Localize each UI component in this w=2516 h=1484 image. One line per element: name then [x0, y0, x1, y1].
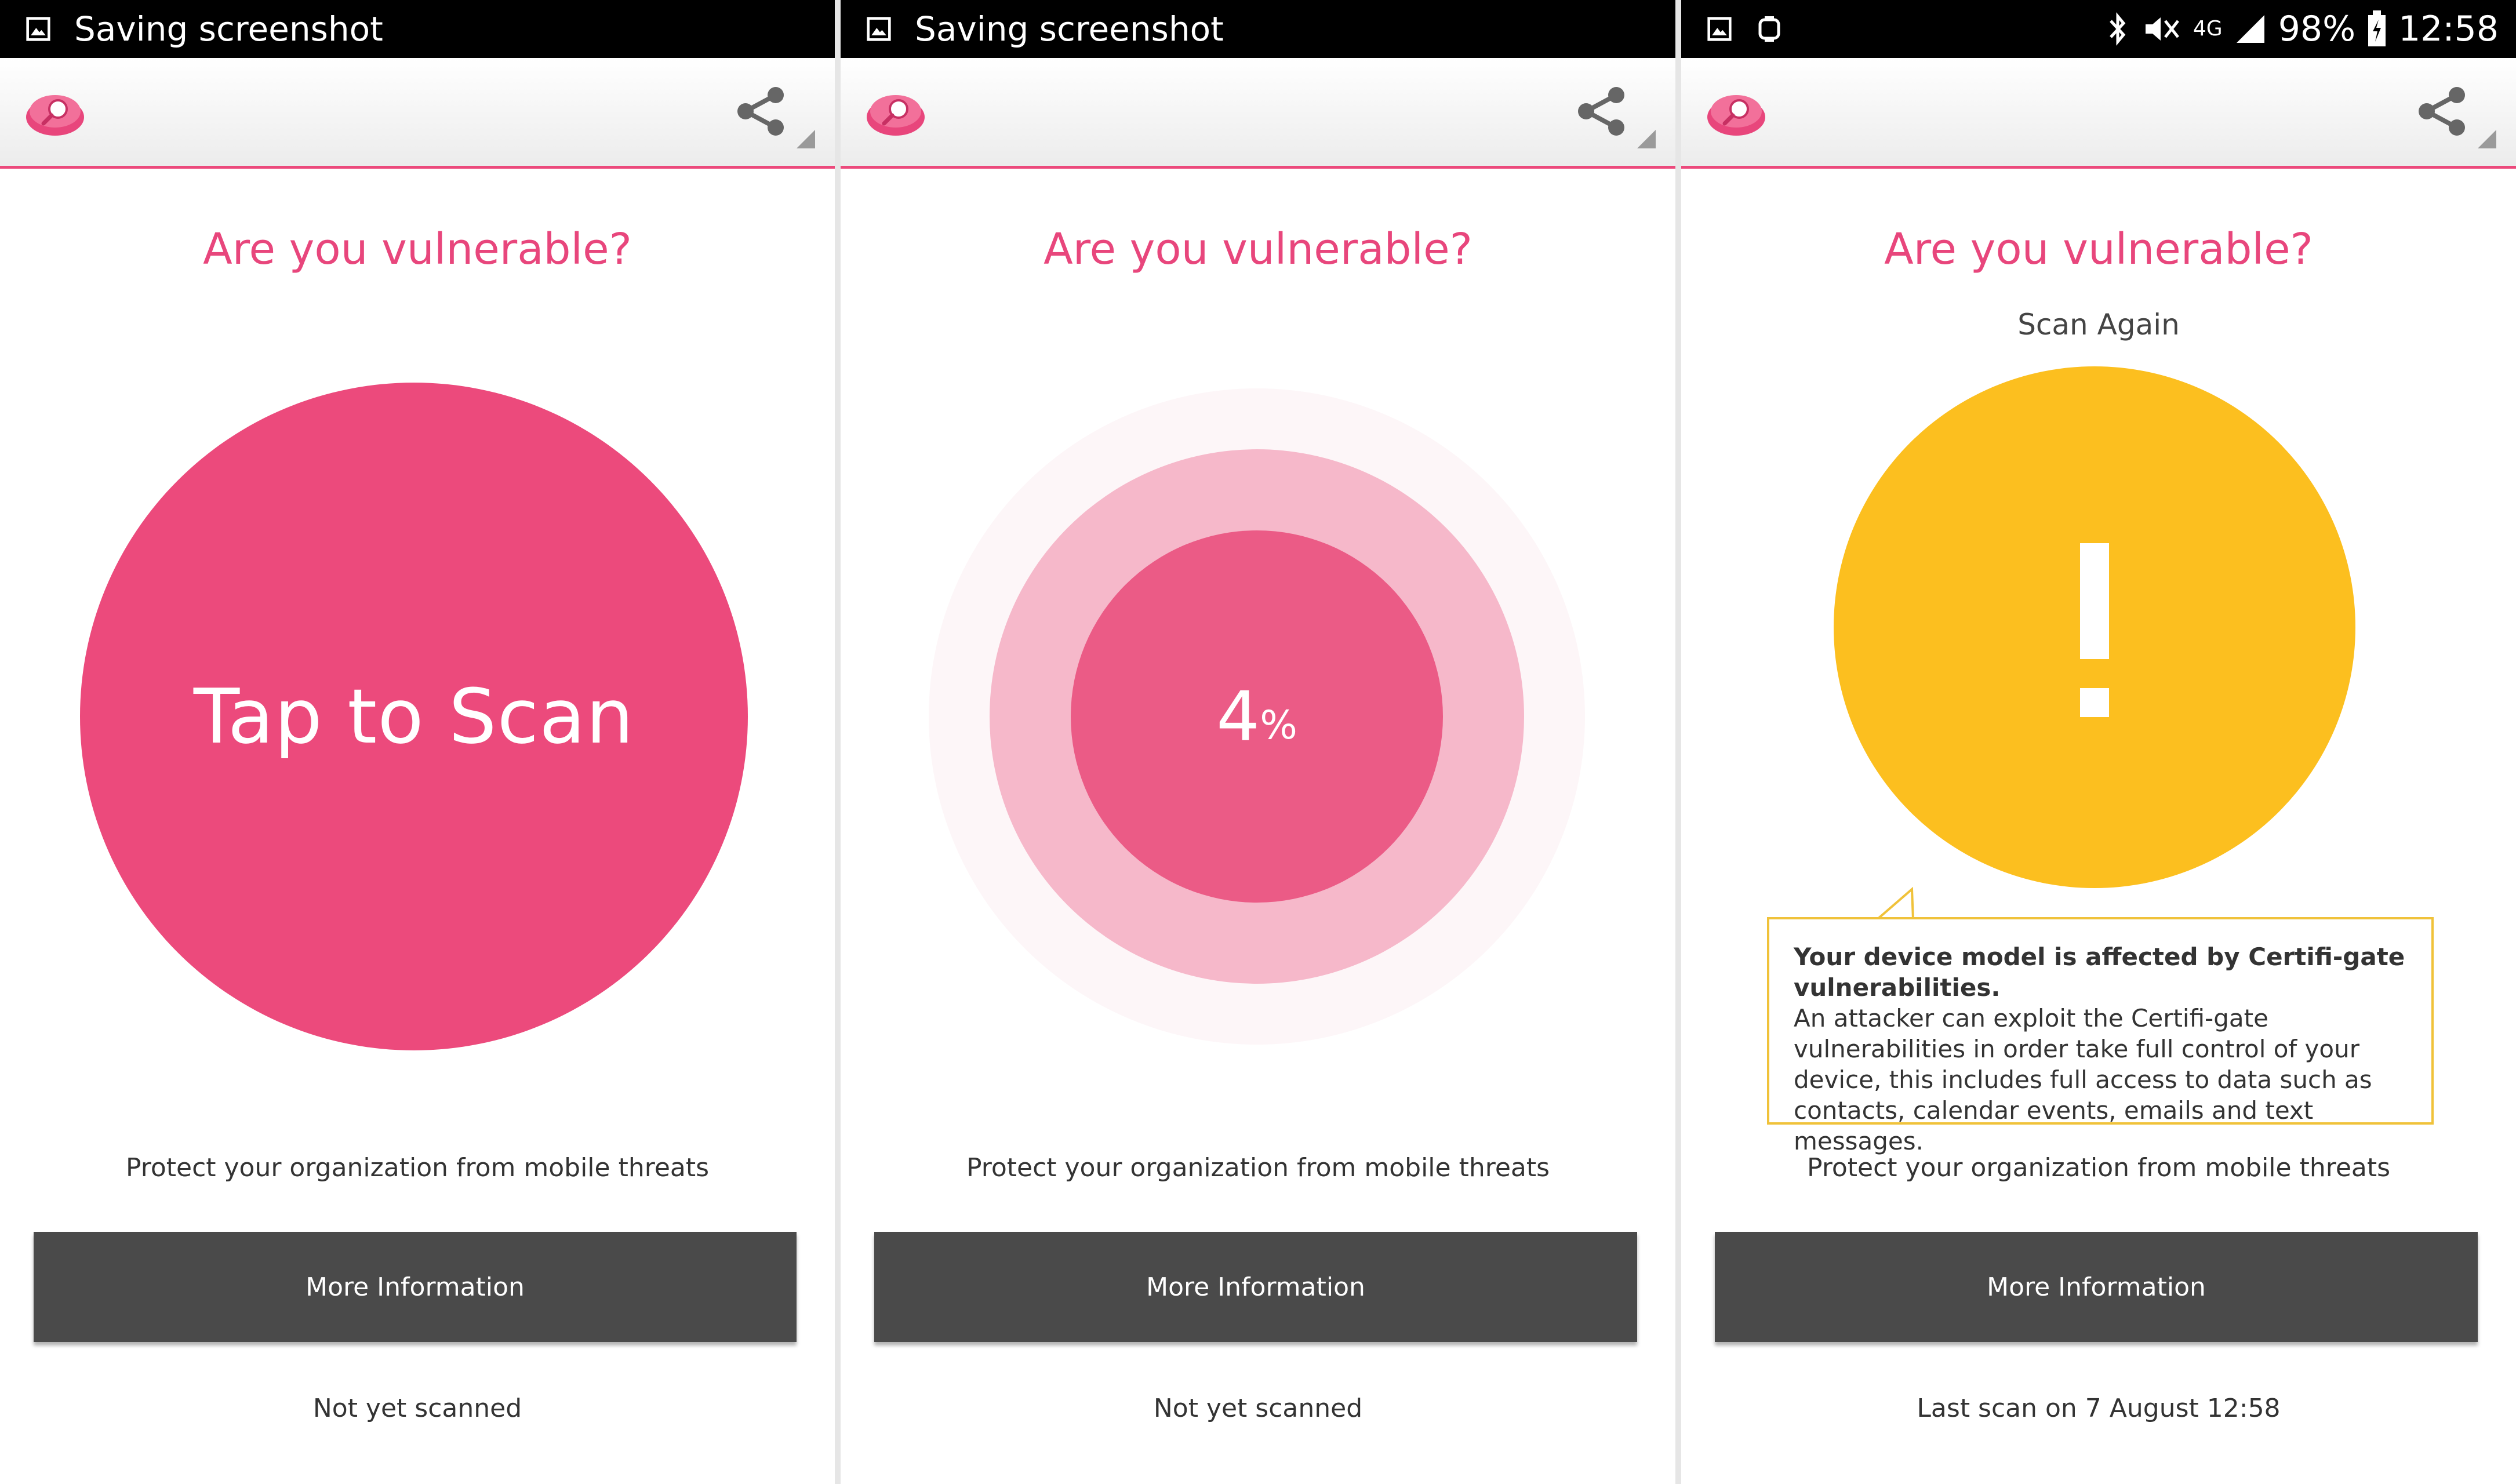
status-bar: Saving screenshot [841, 0, 1675, 58]
status-text: Saving screenshot [915, 9, 1224, 49]
tagline: Protect your organization from mobile th… [125, 1153, 710, 1183]
vulnerability-body: An attacker can exploit the Certifi-gate… [1794, 1004, 2372, 1155]
app-bar [0, 58, 835, 169]
vulnerability-details: Your device model is affected by Certifi… [1767, 917, 2434, 1155]
scan-status: Last scan on 7 August 12:58 [1917, 1394, 2281, 1423]
exclamation-dot [2080, 688, 2109, 717]
warning-result-indicator[interactable] [1834, 366, 2355, 888]
app-logo-icon [867, 95, 925, 136]
clock: 12:58 [2398, 9, 2499, 49]
exclamation-icon [2080, 543, 2109, 659]
image-icon [867, 17, 891, 41]
vulnerability-text: Your device model is affected by Certifi… [1794, 941, 2420, 1156]
image-icon [1707, 17, 1732, 41]
signal-icon [2236, 15, 2264, 43]
more-information-button[interactable]: More Information [1715, 1232, 2478, 1342]
battery-icon [2368, 10, 2386, 46]
page-title: Are you vulnerable? [1044, 224, 1472, 274]
scan-status: Not yet scanned [312, 1394, 522, 1423]
network-type: 4G [2193, 17, 2223, 41]
app-bar [1681, 58, 2516, 169]
screen-scanning: Saving screenshot Are you vulnerable? 4 … [841, 0, 1675, 1484]
tagline: Protect your organization from mobile th… [1806, 1153, 2391, 1183]
more-information-button[interactable]: More Information [34, 1232, 797, 1342]
panel-divider [835, 0, 841, 1484]
progress-value: 4 [1216, 676, 1260, 756]
status-text: Saving screenshot [74, 9, 383, 49]
watch-icon [1758, 16, 1780, 42]
screen-initial: Saving screenshot Are you vulnerable? Ta… [0, 0, 835, 1484]
mute-icon [2145, 17, 2179, 41]
status-bar: Saving screenshot [0, 0, 835, 58]
panel-divider [1675, 0, 1681, 1484]
share-icon[interactable] [732, 82, 790, 140]
scan-again-link[interactable]: Scan Again [2017, 308, 2180, 341]
bluetooth-icon [2110, 12, 2126, 46]
page-title: Are you vulnerable? [1884, 224, 2313, 274]
page-title: Are you vulnerable? [203, 224, 632, 274]
app-bar [841, 58, 1675, 169]
app-logo-icon [26, 95, 84, 136]
share-icon[interactable] [1572, 82, 1630, 140]
overflow-corner-icon [2478, 130, 2496, 148]
progress-unit: % [1260, 702, 1297, 748]
more-information-button[interactable]: More Information [874, 1232, 1637, 1342]
overflow-corner-icon [797, 130, 815, 148]
screen-result: 4G 98% 12:58 Are you vulnerable? Scan Ag… [1681, 0, 2516, 1484]
overflow-corner-icon [1637, 130, 1656, 148]
scan-progress-indicator: 4 % [1071, 530, 1443, 903]
status-icons: 4G 98% 12:58 [2106, 0, 2499, 58]
vulnerability-title: Your device model is affected by Certifi… [1794, 943, 2405, 1002]
image-icon [26, 17, 50, 41]
tagline: Protect your organization from mobile th… [966, 1153, 1550, 1183]
share-icon[interactable] [2413, 82, 2471, 140]
status-bar: 4G 98% 12:58 [1681, 0, 2516, 58]
app-logo-icon [1707, 95, 1765, 136]
scan-button-label: Tap to Scan [193, 672, 635, 761]
scan-status: Not yet scanned [1153, 1394, 1363, 1423]
tap-to-scan-button[interactable]: Tap to Scan [80, 383, 748, 1050]
battery-percent: 98% [2278, 9, 2356, 49]
callout-tail [1877, 887, 1915, 922]
